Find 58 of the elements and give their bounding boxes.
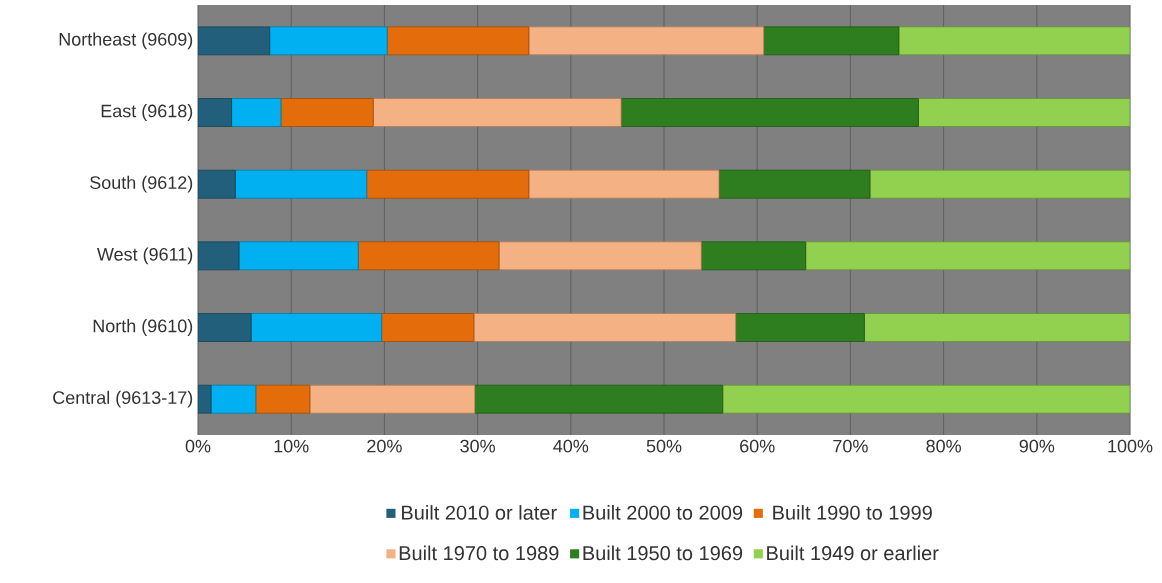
- y-tick-label: East (9618): [101, 104, 193, 121]
- bar: [250, 313, 383, 342]
- x-tick-label: 90%: [1019, 439, 1055, 453]
- y-tick-label: West (9611): [97, 247, 193, 265]
- y-tick-label: North (9610): [93, 319, 193, 336]
- bar: [498, 241, 702, 271]
- bar: [210, 384, 257, 414]
- x-tick-label: 70%: [833, 439, 868, 453]
- bar: [231, 98, 282, 127]
- x-tick-label: 10%: [274, 439, 309, 453]
- bar: [366, 169, 530, 199]
- bar: [620, 98, 919, 127]
- bar: [869, 169, 1131, 199]
- bar: [357, 241, 500, 271]
- bar: [269, 26, 388, 56]
- bar: [372, 98, 622, 127]
- bar: [381, 313, 475, 342]
- bar: [918, 98, 1131, 127]
- legend-label: Built 1949 or earlier: [767, 545, 939, 561]
- bar: [763, 26, 900, 56]
- bar: [309, 384, 476, 414]
- bar: [238, 241, 359, 271]
- bar: [198, 26, 271, 56]
- bar: [255, 384, 311, 414]
- y-tick-label: South (9612): [90, 175, 193, 193]
- legend-label: Built 1950 to 1969: [583, 545, 743, 561]
- bar: [722, 384, 1131, 414]
- legend-label: Built 1990 to 1999: [773, 505, 932, 520]
- bar: [386, 26, 530, 56]
- bar: [863, 313, 1131, 342]
- x-tick-label: 50%: [646, 439, 682, 453]
- bar: [198, 241, 240, 271]
- bar: [280, 98, 374, 127]
- bar: [735, 313, 865, 342]
- x-tick-label: 80%: [926, 439, 961, 453]
- x-tick-label: 100%: [1108, 439, 1153, 453]
- legend-label: Built 2000 to 2009: [583, 505, 743, 520]
- bar: [528, 26, 765, 56]
- bar: [473, 313, 737, 342]
- bar: [198, 169, 236, 199]
- bar: [718, 169, 871, 199]
- y-tick-label: Northeast (9609): [59, 32, 193, 50]
- bar: [700, 241, 807, 271]
- bar: [898, 26, 1131, 56]
- bar: [474, 384, 724, 414]
- bar: [198, 98, 232, 127]
- x-tick-label: 0%: [185, 439, 211, 453]
- x-tick-label: 20%: [367, 439, 402, 453]
- legend-label: Built 1970 to 1989: [399, 545, 559, 561]
- x-tick-label: 60%: [740, 439, 775, 453]
- bar: [805, 241, 1131, 271]
- bar: [234, 169, 368, 199]
- bar: [528, 169, 720, 199]
- x-tick-label: 40%: [553, 439, 589, 453]
- y-tick-label: Central (9613-17): [53, 390, 193, 408]
- legend-label: Built 2010 or later: [402, 505, 557, 520]
- bar: [198, 313, 252, 342]
- x-tick-label: 30%: [460, 439, 495, 453]
